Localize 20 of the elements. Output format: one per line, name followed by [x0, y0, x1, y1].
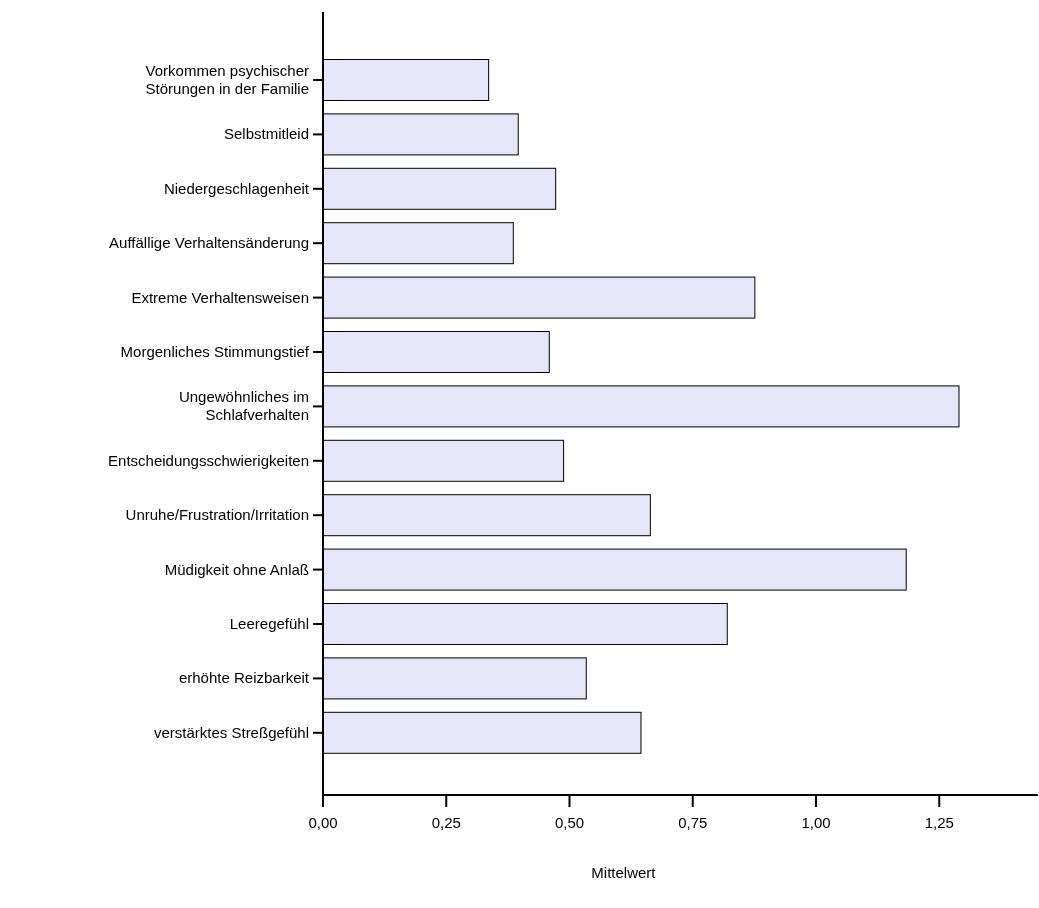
y-tick-label: Extreme Verhaltensweisen [131, 288, 309, 306]
y-tick-label: Unruhe/Frustration/Irritation [125, 506, 309, 524]
y-tick-label: Auffällige Verhaltensänderung [109, 234, 309, 252]
y-tick-label: Müdigkeit ohne Anlaß [164, 560, 309, 578]
x-tick-label: 0,50 [554, 814, 585, 831]
y-tick-label: Vorkommen psychischer Störungen in der Familie [145, 62, 309, 97]
y-tick-label: Niedergeschlagenheit [163, 179, 310, 197]
y-tick-label: erhöhte Reizbarkeit [178, 669, 310, 687]
y-tick-label: verstärktes Streßgefühl [153, 723, 309, 741]
x-tick-label: 0,75 [678, 814, 708, 831]
x-tick-label: 0,00 [308, 814, 338, 831]
x-axis-title: Mittelwert [591, 864, 657, 881]
x-tick-label: 1,25 [924, 814, 954, 831]
y-tick-label: Leeregefühl [229, 615, 309, 632]
y-tick-label: Morgenliches Stimmungstief [120, 343, 310, 360]
y-tick-label: Selbstmitleid [223, 125, 309, 143]
x-tick-label: 0,25 [431, 814, 461, 831]
y-tick-label: Entscheidungsschwierigkeiten [108, 451, 309, 469]
y-tick-label: Ungewöhnliches im Schlafverhalten [178, 388, 309, 424]
x-tick-label: 1,00 [801, 814, 831, 831]
